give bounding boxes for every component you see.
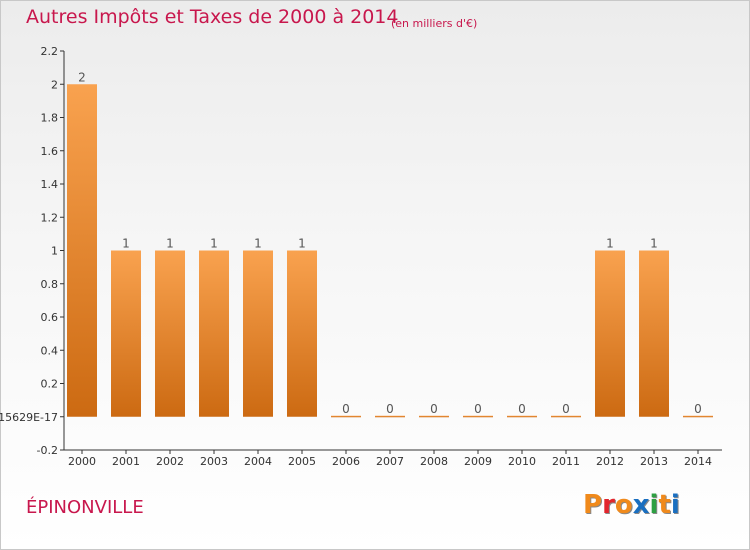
- chart-subtitle: (en milliers d'€): [391, 17, 478, 30]
- y-tick-label: 0.6: [41, 311, 59, 324]
- x-tick-label-2012: 2012: [596, 455, 624, 468]
- x-tick-label-2003: 2003: [200, 455, 228, 468]
- data-label-2013: 1: [650, 237, 658, 251]
- x-tick-label-2014: 2014: [684, 455, 712, 468]
- logo-letter: t: [658, 490, 671, 520]
- bar-2002: [155, 250, 185, 417]
- y-tick-label: 1.6: [41, 145, 59, 158]
- data-label-2008: 0: [430, 402, 438, 416]
- data-label-2001: 1: [122, 237, 130, 251]
- bar-2004: [243, 250, 273, 417]
- x-tick-label-2013: 2013: [640, 455, 668, 468]
- x-tick-label-2005: 2005: [288, 455, 316, 468]
- logo-letter: o: [614, 490, 633, 520]
- x-tick-label-2006: 2006: [332, 455, 360, 468]
- bar-2014: [683, 415, 713, 418]
- y-tick-label: 0.2: [41, 378, 59, 391]
- y-tick-label: 2: [51, 78, 58, 91]
- data-label-2002: 1: [166, 237, 174, 251]
- proxiti-logo[interactable]: Proxiti: [583, 490, 680, 520]
- data-label-2004: 1: [254, 237, 262, 251]
- y-tick-label: 1.4: [41, 178, 59, 191]
- x-tick-label-2011: 2011: [552, 455, 580, 468]
- bar-2013: [639, 250, 669, 417]
- data-label-2014: 0: [694, 402, 702, 416]
- data-label-2011: 0: [562, 402, 570, 416]
- bar-2010: [507, 415, 537, 418]
- y-tick-label: 1: [51, 245, 58, 258]
- bar-2011: [551, 415, 581, 418]
- x-tick-label-2004: 2004: [244, 455, 272, 468]
- x-tick-label-2009: 2009: [464, 455, 492, 468]
- y-tick-label: 0.8: [41, 278, 59, 291]
- logo-letter: x: [632, 490, 650, 520]
- x-tick-label-2001: 2001: [112, 455, 140, 468]
- logo-letter: i: [670, 490, 680, 520]
- bar-2005: [287, 250, 317, 417]
- data-label-2000: 2: [78, 70, 86, 84]
- commune-name: ÉPINONVILLE: [26, 497, 144, 518]
- bar-2006: [331, 415, 361, 418]
- y-tick-label: -1.15629E-17: [0, 411, 58, 424]
- bar-2007: [375, 415, 405, 418]
- x-tick-label-2000: 2000: [68, 455, 96, 468]
- data-label-2006: 0: [342, 402, 350, 416]
- y-tick-label: -0.2: [37, 444, 58, 457]
- logo-letter: r: [602, 490, 615, 520]
- data-label-2005: 1: [298, 237, 306, 251]
- bar-2000: [67, 84, 97, 417]
- bar-2003: [199, 250, 229, 417]
- x-tick-label-2008: 2008: [420, 455, 448, 468]
- bar-2008: [419, 415, 449, 418]
- y-tick-label: 1.8: [41, 112, 59, 125]
- data-label-2007: 0: [386, 402, 394, 416]
- x-tick-label-2007: 2007: [376, 455, 404, 468]
- data-label-2012: 1: [606, 237, 614, 251]
- logo-letter: i: [649, 490, 659, 520]
- bar-2001: [111, 250, 141, 417]
- bar-2009: [463, 415, 493, 418]
- data-label-2009: 0: [474, 402, 482, 416]
- x-tick-label-2010: 2010: [508, 455, 536, 468]
- data-label-2003: 1: [210, 237, 218, 251]
- logo-letter: P: [583, 490, 603, 520]
- y-tick-label: 1.2: [41, 211, 59, 224]
- data-label-2010: 0: [518, 402, 526, 416]
- bar-2012: [595, 250, 625, 417]
- x-tick-label-2002: 2002: [156, 455, 184, 468]
- y-tick-label: 2.2: [41, 45, 59, 58]
- y-tick-label: 0.4: [41, 344, 59, 357]
- chart-title: Autres Impôts et Taxes de 2000 à 2014: [26, 6, 399, 28]
